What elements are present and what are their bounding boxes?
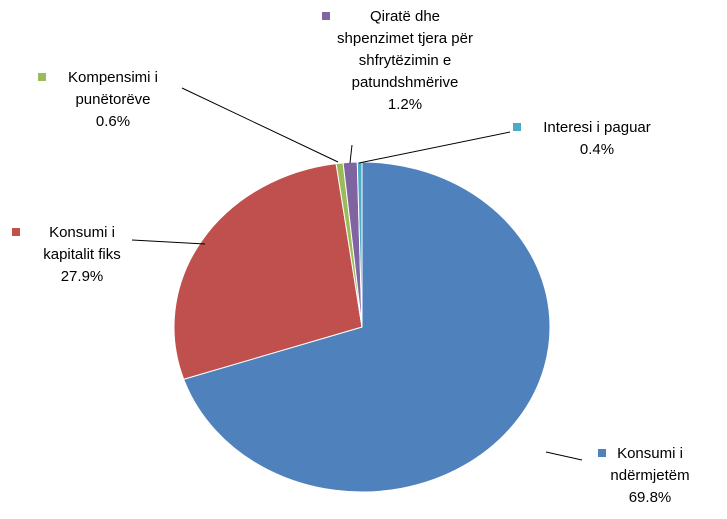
legend-swatch <box>513 123 521 131</box>
pie-slice <box>183 161 551 493</box>
leader-line <box>358 131 511 164</box>
slice-label: Kompensimi i punëtorëve 0.6% <box>48 67 178 133</box>
legend-swatch <box>12 228 20 236</box>
category-label: Konsumi i ndërmjetëm <box>610 445 690 484</box>
leader-line <box>181 87 339 163</box>
value-label: 69.8% <box>628 489 672 506</box>
pie-slice <box>173 163 363 380</box>
leader-line <box>349 144 353 164</box>
slice-label: Qiratë dhe shpenzimet tjera për shfrytëz… <box>330 6 480 116</box>
slice-label: Interesi i paguar 0.4% <box>522 117 672 161</box>
value-label: 0.4% <box>579 141 615 158</box>
value-label: 27.9% <box>60 268 104 285</box>
leader-line <box>545 451 583 461</box>
slice-label: Konsumi i ndërmjetëm 69.8% <box>605 443 695 509</box>
category-label: Interesi i paguar <box>543 119 651 136</box>
leader-line <box>131 239 206 245</box>
category-label: Qiratë dhe shpenzimet tjera për shfrytëz… <box>337 8 473 91</box>
legend-swatch <box>38 73 46 81</box>
value-label: 1.2% <box>387 96 423 113</box>
legend-swatch <box>322 12 330 20</box>
value-label: 0.6% <box>95 113 131 130</box>
legend-swatch <box>598 449 606 457</box>
category-label: Kompensimi i punëtorëve <box>67 69 159 108</box>
category-label: Konsumi i kapitalit fiks <box>43 224 121 263</box>
slice-label: Konsumi i kapitalit fiks 27.9% <box>22 222 142 288</box>
